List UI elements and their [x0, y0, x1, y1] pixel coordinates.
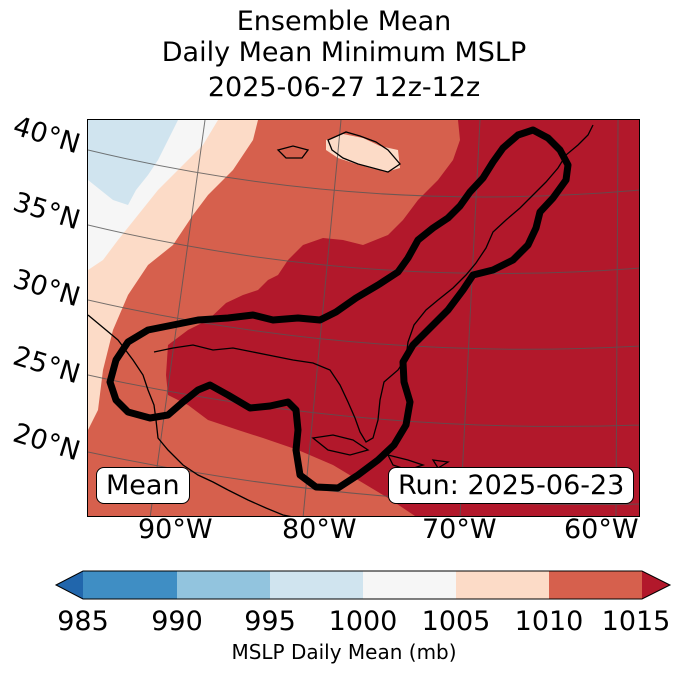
- colorbar: [54, 570, 672, 600]
- colorbar-segment-1000: [363, 571, 456, 599]
- lon-label-70w: 70°W: [422, 514, 497, 545]
- colorbar-tick-1005: 1005: [421, 606, 491, 637]
- run-label-box: Run: 2025-06-23: [388, 467, 635, 504]
- lon-label-90w: 90°W: [138, 514, 213, 545]
- colorbar-segment-990: [177, 571, 270, 599]
- lon-label-80w: 80°W: [282, 514, 357, 545]
- colorbar-segment-985: [83, 571, 177, 599]
- colorbar-segment-995: [270, 571, 363, 599]
- colorbar-label: MSLP Daily Mean (mb): [231, 640, 457, 664]
- lon-label-60w: 60°W: [564, 514, 639, 545]
- field-995: [88, 120, 178, 205]
- lat-label-20: 20°N: [9, 417, 84, 468]
- lat-label-30: 30°N: [9, 263, 84, 314]
- lat-label-25: 25°N: [9, 340, 84, 391]
- title-line-2: Daily Mean Minimum MSLP: [161, 37, 527, 68]
- title-line-1: Ensemble Mean: [236, 6, 452, 37]
- title-line-3: 2025-06-27 12z-12z: [207, 72, 481, 103]
- lat-label-40: 40°N: [9, 110, 84, 161]
- colorbar-tick-1010: 1010: [514, 606, 584, 637]
- mean-label-box: Mean: [96, 467, 190, 504]
- coastlines: [88, 124, 594, 516]
- colorbar-segment-1005: [456, 571, 549, 599]
- colorbar-tick-1000: 1000: [328, 606, 398, 637]
- field-1005-great-lakes: [326, 134, 400, 172]
- colorbar-extend-low: [56, 571, 83, 599]
- map-panel: [87, 119, 640, 517]
- colorbar-extend-high: [642, 571, 670, 599]
- lat-label-35: 35°N: [9, 186, 84, 237]
- map-svg: [88, 120, 639, 516]
- colorbar-segment-1010: [549, 571, 642, 599]
- colorbar-tick-1015: 1015: [601, 606, 671, 637]
- colorbar-outline: [54, 570, 672, 600]
- colorbar-tick-995: 995: [244, 606, 296, 637]
- colorbar-tick-985: 985: [57, 606, 109, 637]
- contour-1015: [106, 126, 572, 492]
- colorbar-tick-990: 990: [151, 606, 203, 637]
- graticule: [88, 120, 639, 516]
